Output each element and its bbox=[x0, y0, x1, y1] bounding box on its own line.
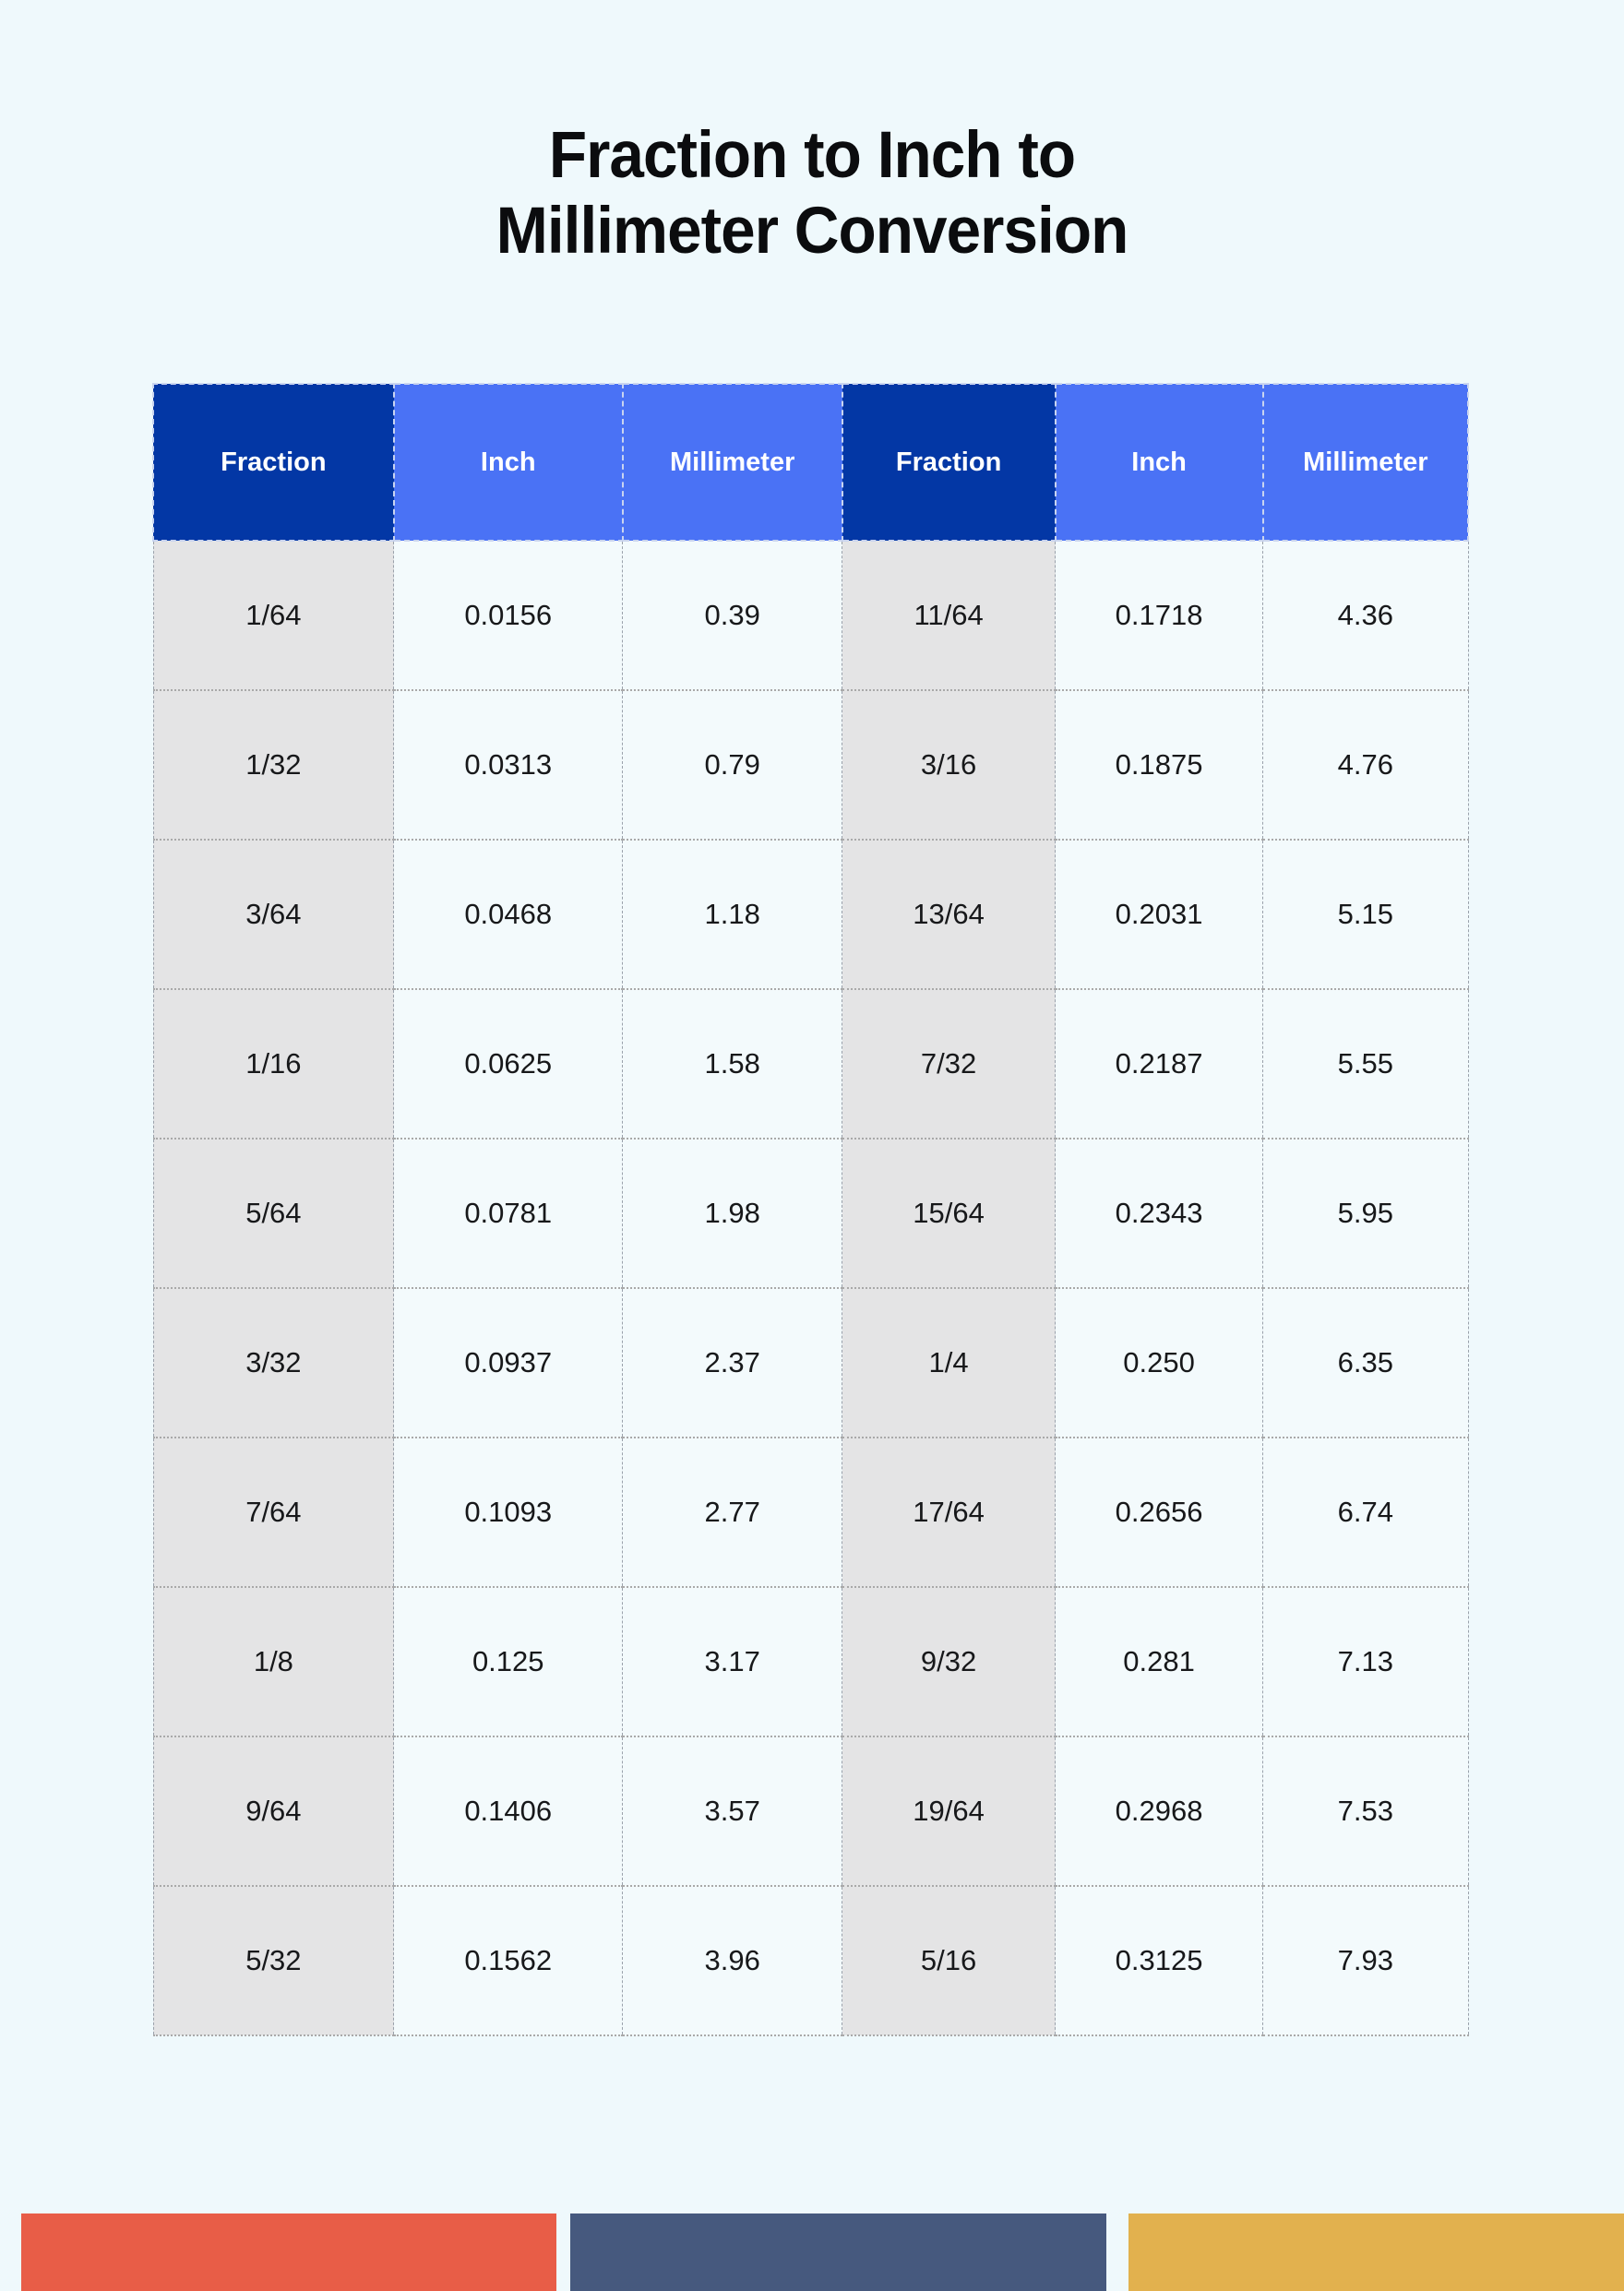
table-cell: 1.18 bbox=[622, 839, 843, 990]
table-cell: 5/32 bbox=[152, 1885, 395, 2036]
table-row: 1/32 0.0313 0.79 3/16 0.1875 4.76 bbox=[152, 689, 1469, 841]
table-row: 1/64 0.0156 0.39 11/64 0.1718 4.36 bbox=[152, 540, 1469, 691]
table-cell: 4.36 bbox=[1262, 540, 1469, 691]
conversion-table: Fraction Inch Millimeter Fraction Inch M… bbox=[152, 383, 1470, 2036]
table-cell: 5.95 bbox=[1262, 1138, 1469, 1289]
table-cell: 15/64 bbox=[842, 1138, 1057, 1289]
table-cell: 2.37 bbox=[622, 1287, 843, 1438]
table-row: 1/8 0.125 3.17 9/32 0.281 7.13 bbox=[152, 1586, 1469, 1737]
page-title-line2: Millimeter Conversion bbox=[496, 195, 1129, 268]
header-inch-right: Inch bbox=[1054, 383, 1264, 542]
table-cell: 0.0156 bbox=[393, 540, 624, 691]
table-cell: 0.0937 bbox=[393, 1287, 624, 1438]
table-cell: 0.3125 bbox=[1055, 1885, 1264, 2036]
table-cell: 0.0781 bbox=[393, 1138, 624, 1289]
footer-bar-red bbox=[21, 2213, 556, 2291]
table-cell: 9/64 bbox=[152, 1736, 395, 1887]
table-cell: 2.77 bbox=[622, 1437, 843, 1588]
table-cell: 1.98 bbox=[622, 1138, 843, 1289]
table-cell: 3/32 bbox=[152, 1287, 395, 1438]
table-cell: 4.76 bbox=[1262, 689, 1469, 841]
table-cell: 0.1093 bbox=[393, 1437, 624, 1588]
page-title-line1: Fraction to Inch to bbox=[548, 119, 1076, 192]
table-cell: 3/64 bbox=[152, 839, 395, 990]
table-row: 5/32 0.1562 3.96 5/16 0.3125 7.93 bbox=[152, 1885, 1469, 2036]
table-row: 3/64 0.0468 1.18 13/64 0.2031 5.15 bbox=[152, 839, 1469, 990]
table-cell: 7/64 bbox=[152, 1437, 395, 1588]
table-cell: 3.96 bbox=[622, 1885, 843, 2036]
table-cell: 9/32 bbox=[842, 1586, 1057, 1737]
table-cell: 0.1875 bbox=[1055, 689, 1264, 841]
table-cell: 6.35 bbox=[1262, 1287, 1469, 1438]
table-row: 3/32 0.0937 2.37 1/4 0.250 6.35 bbox=[152, 1287, 1469, 1438]
table-cell: 7/32 bbox=[842, 988, 1057, 1140]
table-cell: 6.74 bbox=[1262, 1437, 1469, 1588]
table-cell: 0.0468 bbox=[393, 839, 624, 990]
header-inch-left: Inch bbox=[392, 383, 624, 542]
table-cell: 5.15 bbox=[1262, 839, 1469, 990]
table-cell: 13/64 bbox=[842, 839, 1057, 990]
table-cell: 0.1406 bbox=[393, 1736, 624, 1887]
table-cell: 0.281 bbox=[1055, 1586, 1264, 1737]
table-cell: 11/64 bbox=[842, 540, 1057, 691]
table-cell: 0.0313 bbox=[393, 689, 624, 841]
table-cell: 5/16 bbox=[842, 1885, 1057, 2036]
table-cell: 1.58 bbox=[622, 988, 843, 1140]
table-cell: 3/16 bbox=[842, 689, 1057, 841]
table-cell: 3.17 bbox=[622, 1586, 843, 1737]
table-cell: 3.57 bbox=[622, 1736, 843, 1887]
table-cell: 5/64 bbox=[152, 1138, 395, 1289]
table-row: 7/64 0.1093 2.77 17/64 0.2656 6.74 bbox=[152, 1437, 1469, 1588]
table-row: 9/64 0.1406 3.57 19/64 0.2968 7.53 bbox=[152, 1736, 1469, 1887]
table-cell: 0.2656 bbox=[1055, 1437, 1264, 1588]
table-cell: 1/8 bbox=[152, 1586, 395, 1737]
table-cell: 0.79 bbox=[622, 689, 843, 841]
table-cell: 1/16 bbox=[152, 988, 395, 1140]
page-title: Fraction to Inch to Millimeter Conversio… bbox=[41, 118, 1583, 269]
table-cell: 5.55 bbox=[1262, 988, 1469, 1140]
table-cell: 17/64 bbox=[842, 1437, 1057, 1588]
table-cell: 0.1562 bbox=[393, 1885, 624, 2036]
header-fraction-right: Fraction bbox=[841, 383, 1057, 542]
table-row: 5/64 0.0781 1.98 15/64 0.2343 5.95 bbox=[152, 1138, 1469, 1289]
table-cell: 0.2031 bbox=[1055, 839, 1264, 990]
table-cell: 1/64 bbox=[152, 540, 395, 691]
table-cell: 0.2968 bbox=[1055, 1736, 1264, 1887]
table-cell: 0.125 bbox=[393, 1586, 624, 1737]
table-row: 1/16 0.0625 1.58 7/32 0.2187 5.55 bbox=[152, 988, 1469, 1140]
table-cell: 0.0625 bbox=[393, 988, 624, 1140]
table-cell: 7.93 bbox=[1262, 1885, 1469, 2036]
table-cell: 7.13 bbox=[1262, 1586, 1469, 1737]
header-fraction-left: Fraction bbox=[152, 383, 395, 542]
table-cell: 0.250 bbox=[1055, 1287, 1264, 1438]
table-cell: 19/64 bbox=[842, 1736, 1057, 1887]
table-cell: 0.39 bbox=[622, 540, 843, 691]
header-millimeter-right: Millimeter bbox=[1261, 383, 1470, 542]
header-millimeter-left: Millimeter bbox=[621, 383, 843, 542]
table-cell: 0.1718 bbox=[1055, 540, 1264, 691]
table-cell: 1/32 bbox=[152, 689, 395, 841]
table-cell: 7.53 bbox=[1262, 1736, 1469, 1887]
table-cell: 0.2343 bbox=[1055, 1138, 1264, 1289]
table-cell: 0.2187 bbox=[1055, 988, 1264, 1140]
footer-bar-gold bbox=[1128, 2213, 1624, 2291]
table-header-row: Fraction Inch Millimeter Fraction Inch M… bbox=[152, 383, 1470, 542]
table-cell: 1/4 bbox=[842, 1287, 1057, 1438]
footer-bar-navy bbox=[570, 2213, 1106, 2291]
